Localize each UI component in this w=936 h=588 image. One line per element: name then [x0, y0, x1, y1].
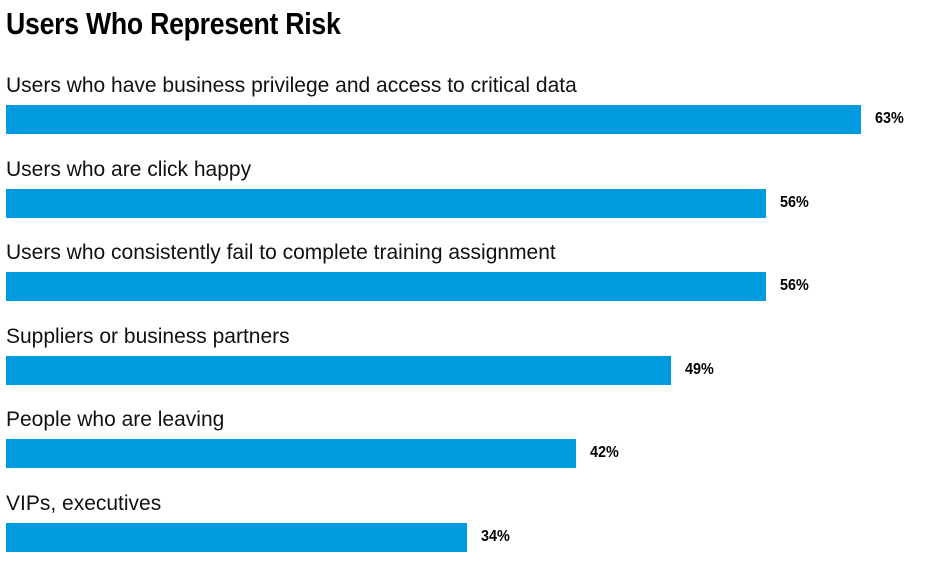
category-label: Suppliers or business partners [6, 324, 290, 348]
category-label: Users who consistently fail to complete … [6, 241, 556, 265]
bar [6, 188, 766, 218]
bar-value-label: 34% [481, 528, 511, 545]
bar-value-label: 63% [875, 110, 904, 127]
bar [6, 355, 671, 385]
bar [6, 105, 861, 134]
category-label: People who are leaving [6, 408, 225, 432]
bar-value-label: 42% [590, 444, 619, 462]
bar [6, 272, 766, 302]
bar [6, 439, 576, 469]
bar-value-label: 56% [780, 277, 809, 295]
bar-value-label: 56% [780, 193, 809, 211]
category-label: Users who have business privilege and ac… [6, 74, 577, 97]
bar-value-label: 49% [685, 360, 714, 378]
category-label: Users who are click happy [6, 157, 252, 181]
bar [6, 523, 468, 552]
category-label: VIPs, executives [6, 492, 162, 515]
chart-title: Users Who Represent Risk [6, 6, 341, 41]
